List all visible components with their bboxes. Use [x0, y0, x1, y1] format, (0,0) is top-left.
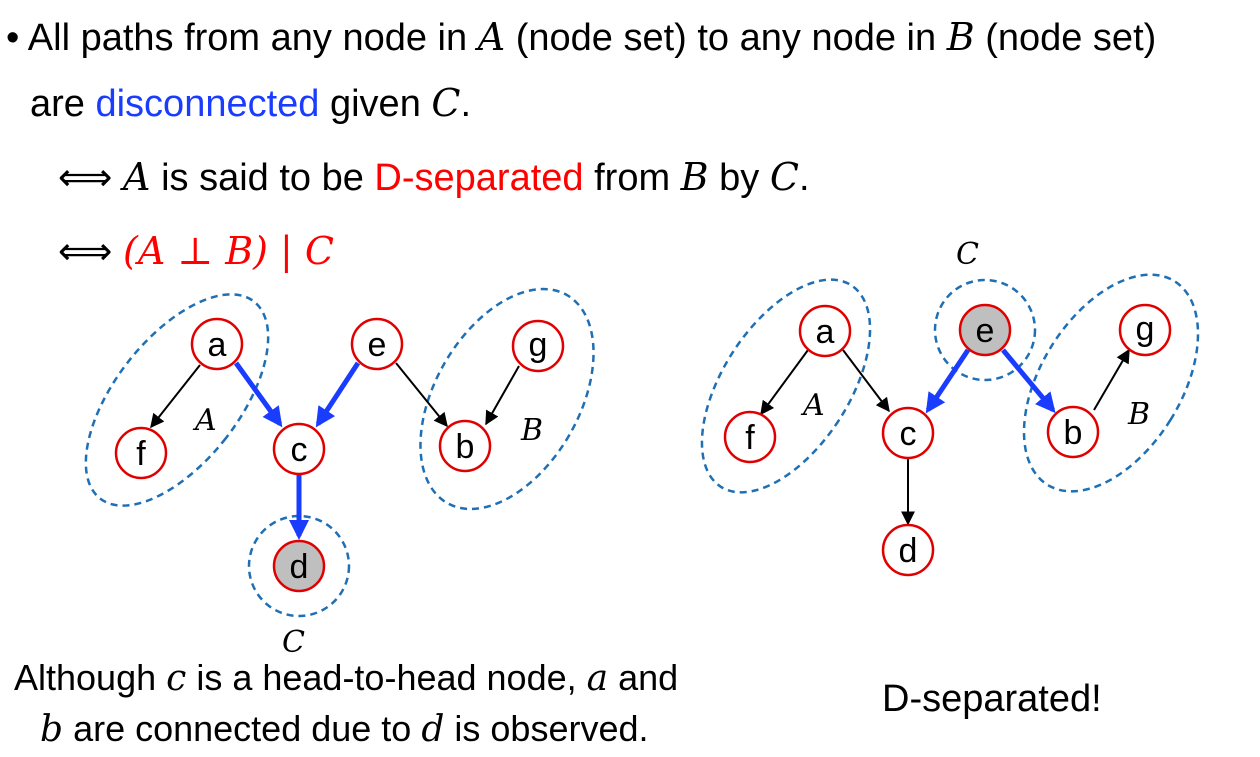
var-a: a: [586, 658, 609, 699]
node-a: a: [798, 304, 852, 358]
caption-text: Although: [14, 657, 157, 698]
bullet-line-2: are disconnected given C.: [30, 84, 471, 123]
var-B: B: [946, 15, 975, 59]
node-g: g: [1118, 303, 1172, 357]
node-b: b: [438, 419, 492, 473]
node-d-label: d: [899, 532, 918, 570]
node-e-observed: e: [958, 303, 1012, 357]
edge-g-b: [485, 365, 520, 426]
set-A-outline: [84, 293, 270, 507]
node-f-label: f: [745, 419, 755, 457]
disconnected-term: disconnected: [95, 83, 320, 125]
var-b: b: [40, 709, 64, 750]
node-d: d: [881, 523, 935, 577]
node-a-label: a: [208, 326, 227, 364]
equiv-text: by: [719, 157, 760, 199]
equivalence-line-2: ⟺ (A ⊥ B) | C: [58, 232, 334, 271]
bullet-marker: •: [6, 17, 20, 59]
node-b-label: b: [456, 428, 475, 466]
edge-e-c: [315, 361, 361, 428]
node-e-label: e: [976, 312, 995, 350]
node-g-label: g: [1136, 310, 1155, 348]
node-c: c: [881, 406, 935, 460]
caption-left-line-2: b are connected due to d is observed.: [40, 711, 649, 748]
node-c: c: [272, 422, 326, 476]
period: .: [460, 83, 472, 125]
set-C-outline: [933, 278, 1037, 382]
edge-e-b: [395, 362, 448, 428]
independence-formula: (A ⊥ B) | C: [123, 229, 334, 273]
var-B: B: [680, 155, 709, 199]
node-e-label: e: [368, 326, 387, 364]
set-A-label: A: [192, 403, 217, 438]
caption-text: is observed.: [454, 708, 649, 749]
var-c: c: [166, 658, 187, 699]
node-c-label: c: [291, 431, 308, 469]
right-graph: a e g f c b d A B C: [700, 237, 1200, 577]
dseparated-term: D-separated: [374, 157, 584, 199]
bullet-text: given: [329, 83, 421, 125]
left-graph: a e g f c b d A B C: [84, 287, 595, 660]
var-A: A: [477, 15, 506, 59]
caption-left-line-1: Although c is a head-to-head node, a and: [14, 660, 678, 697]
node-a: a: [190, 317, 244, 371]
set-A-label: A: [800, 388, 825, 423]
node-d-observed: d: [272, 539, 326, 593]
period: .: [798, 157, 810, 199]
var-d: d: [421, 709, 445, 750]
edge-e-b: [1001, 348, 1056, 414]
node-g-label: g: [529, 326, 548, 364]
set-A-outline: [700, 278, 872, 494]
caption-text: are connected due to: [73, 708, 412, 749]
var-A: A: [123, 155, 151, 199]
bullet-text: are: [30, 83, 85, 125]
edge-a-f: [150, 364, 201, 429]
node-f: f: [723, 410, 777, 464]
equiv-text: is said to be: [161, 157, 364, 199]
iff-symbol: ⟺: [58, 157, 113, 199]
edge-b-g: [1093, 348, 1130, 411]
caption-text: is a head-to-head node,: [196, 657, 577, 698]
set-B-outline: [419, 287, 595, 511]
node-b-label: b: [1064, 414, 1083, 452]
set-C-outline: [247, 514, 351, 618]
edge-a-c: [842, 349, 890, 413]
set-C-label: C: [282, 625, 305, 660]
caption-text: and: [618, 657, 679, 698]
caption-right: D-separated!: [882, 678, 1102, 720]
edge-e-c: [925, 348, 971, 414]
bullet-text: All paths from any node in: [27, 17, 468, 59]
node-e: e: [350, 317, 404, 371]
equiv-text: from: [594, 157, 671, 199]
bullet-line-1: • All paths from any node in A (node set…: [6, 18, 1156, 57]
var-C: C: [769, 155, 799, 199]
equivalence-line-1: ⟺ A is said to be D-separated from B by …: [58, 158, 810, 197]
node-d-label: d: [290, 548, 309, 586]
set-B-label: B: [520, 413, 543, 448]
var-C: C: [431, 81, 461, 125]
set-B-outline: [1022, 273, 1200, 493]
iff-symbol: ⟺: [58, 231, 113, 273]
node-c-label: c: [900, 415, 917, 453]
node-g: g: [511, 319, 565, 373]
node-f-label: f: [136, 435, 146, 473]
bullet-text: (node set) to any node in: [515, 17, 937, 59]
set-C-label: C: [956, 237, 979, 272]
node-b: b: [1046, 405, 1100, 459]
edge-a-c: [233, 361, 283, 428]
node-a-label: a: [816, 313, 835, 351]
node-f: f: [114, 426, 168, 480]
bullet-text: (node set): [985, 17, 1157, 59]
edge-a-f: [760, 349, 809, 416]
set-B-label: B: [1127, 397, 1150, 432]
